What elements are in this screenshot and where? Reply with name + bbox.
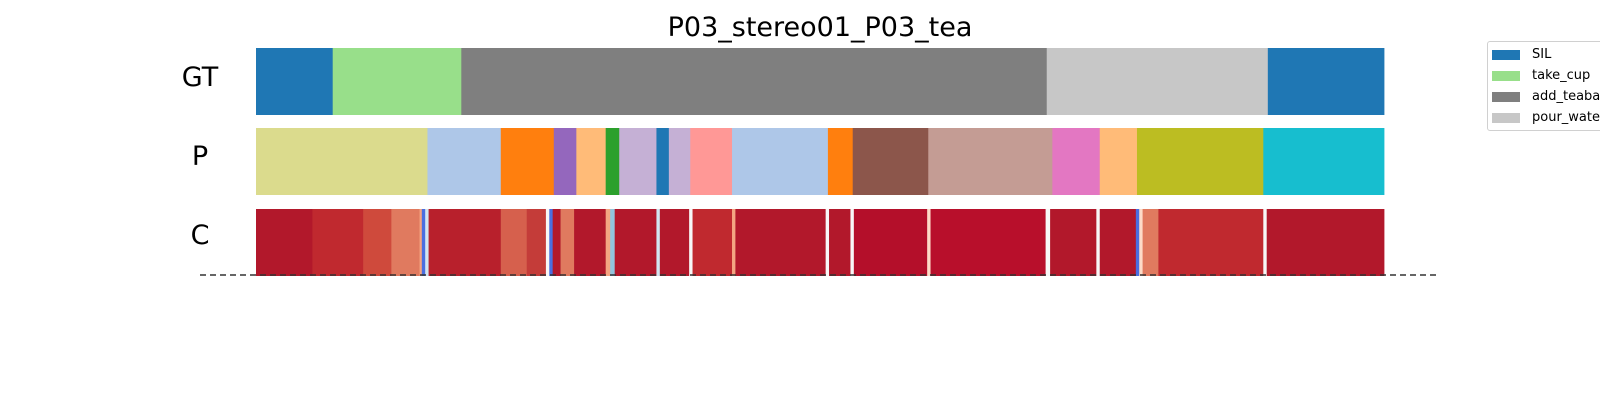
confidence-segment <box>732 209 736 276</box>
prediction-segment <box>1052 128 1101 195</box>
prediction-segment <box>732 128 829 195</box>
gt-segment-row <box>256 48 1385 115</box>
confidence-segment <box>419 209 423 276</box>
prediction-segment <box>656 128 670 195</box>
confidence-segment <box>500 209 528 276</box>
prediction-segment <box>827 128 854 195</box>
legend-item: SIL <box>1488 44 1600 65</box>
confidence-segment <box>1135 209 1140 276</box>
prediction-segment <box>553 128 577 195</box>
confidence-segment <box>1045 209 1051 276</box>
confidence-segment <box>1142 209 1159 276</box>
row-label-c: C <box>190 220 210 251</box>
confidence-segment <box>825 209 830 276</box>
confidence-segment <box>659 209 690 276</box>
confidence-segment <box>930 209 1046 276</box>
confidence-segment <box>829 209 851 276</box>
gt-segment <box>1046 48 1269 115</box>
confidence-segment <box>549 209 554 276</box>
legend-item: pour_water <box>1488 107 1600 128</box>
gt-segment <box>332 48 462 115</box>
confidence-segment <box>1050 209 1097 276</box>
confidence-segment <box>363 209 392 276</box>
prediction-segment <box>668 128 691 195</box>
legend-item: add_teabag <box>1488 86 1600 107</box>
confidence-segment <box>428 209 502 276</box>
confidence-segment <box>1158 209 1264 276</box>
confidence-segment <box>425 209 429 276</box>
confidence-segment <box>850 209 855 276</box>
legend-swatch <box>1492 112 1520 123</box>
confidence-segment <box>552 209 561 276</box>
prediction-segment <box>1136 128 1264 195</box>
confidence-segment <box>1096 209 1101 276</box>
confidence-segment <box>614 209 657 276</box>
prediction-segment <box>576 128 607 195</box>
confidence-segment-row <box>256 209 1385 276</box>
confidence-segment <box>574 209 607 276</box>
prediction-segment <box>1099 128 1138 195</box>
confidence-segment <box>605 209 611 276</box>
gt-segment <box>461 48 1048 115</box>
confidence-segment <box>256 209 313 276</box>
prediction-segment <box>605 128 620 195</box>
legend: SIL take_cup add_teabag pour_water <box>1487 41 1600 131</box>
confidence-segment <box>610 209 616 276</box>
legend-swatch <box>1492 70 1520 81</box>
prediction-segment <box>928 128 1053 195</box>
confidence-segment <box>689 209 693 276</box>
confidence-segment <box>1266 209 1385 276</box>
row-label-p: P <box>191 141 209 172</box>
prediction-segment <box>619 128 657 195</box>
gt-segment <box>256 48 334 115</box>
confidence-segment <box>312 209 364 276</box>
prediction-segment <box>690 128 733 195</box>
confidence-segment <box>692 209 733 276</box>
prediction-segment-row <box>256 128 1385 195</box>
confidence-segment <box>1099 209 1137 276</box>
confidence-segment <box>560 209 575 276</box>
legend-swatch <box>1492 91 1520 102</box>
prediction-segment <box>1263 128 1385 195</box>
confidence-segment <box>927 209 931 276</box>
confidence-segment <box>421 209 426 276</box>
confidence-segment <box>526 209 547 276</box>
legend-label: add_teabag <box>1532 89 1600 104</box>
confidence-segment <box>656 209 661 276</box>
prediction-segment <box>500 128 555 195</box>
prediction-segment <box>427 128 502 195</box>
confidence-segment <box>735 209 827 276</box>
legend-label: take_cup <box>1532 68 1591 83</box>
legend-label: SIL <box>1532 47 1552 62</box>
legend-swatch <box>1492 49 1520 60</box>
gt-segment <box>1267 48 1385 115</box>
confidence-segment <box>1139 209 1143 276</box>
prediction-segment <box>852 128 929 195</box>
prediction-segment <box>256 128 428 195</box>
confidence-segment <box>391 209 420 276</box>
row-label-gt: GT <box>181 62 219 93</box>
chart-title: P03_stereo01_P03_tea <box>667 12 973 43</box>
legend-item: take_cup <box>1488 65 1600 86</box>
legend-label: pour_water <box>1532 110 1600 125</box>
confidence-segment <box>1263 209 1268 276</box>
confidence-segment <box>545 209 550 276</box>
confidence-segment <box>853 209 928 276</box>
